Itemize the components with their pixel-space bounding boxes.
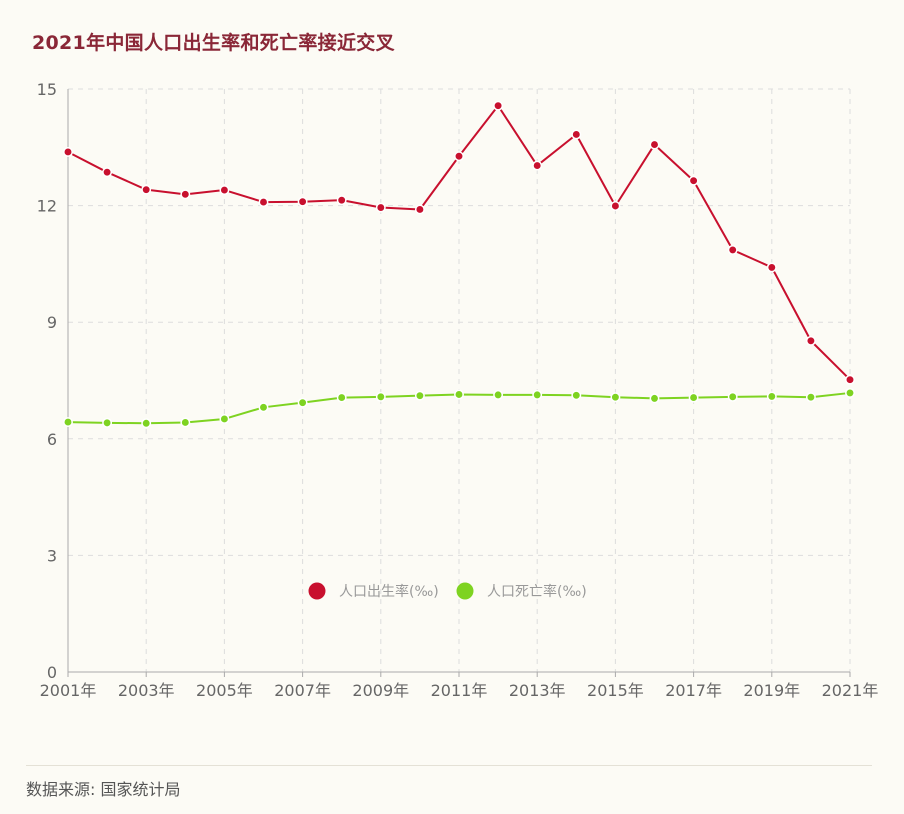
legend: 人口出生率(‰) 人口死亡率(‰) xyxy=(308,582,587,600)
x-tick-label: 2003年 xyxy=(118,681,175,700)
data-point[interactable] xyxy=(141,184,152,195)
data-point[interactable] xyxy=(454,151,464,162)
data-point[interactable] xyxy=(454,389,464,400)
x-tick-label: 2015年 xyxy=(587,681,644,700)
data-point[interactable] xyxy=(297,196,308,207)
data-point[interactable] xyxy=(766,391,777,402)
data-source: 数据来源: 国家统计局 xyxy=(26,780,181,799)
data-point[interactable] xyxy=(493,389,504,400)
data-point[interactable] xyxy=(375,391,386,402)
data-point[interactable] xyxy=(727,391,738,402)
y-tick-label: 12 xyxy=(37,197,57,216)
data-point[interactable] xyxy=(102,417,113,428)
data-point[interactable] xyxy=(649,393,660,404)
y-tick-label: 9 xyxy=(47,313,57,332)
legend-marker-1 xyxy=(308,582,326,600)
x-tick-label: 2005年 xyxy=(196,681,253,700)
x-tick-label: 2013年 xyxy=(509,681,566,700)
data-point[interactable] xyxy=(297,397,308,408)
data-point[interactable] xyxy=(63,147,73,157)
data-point[interactable] xyxy=(63,417,73,428)
data-point[interactable] xyxy=(727,244,738,255)
series-layer xyxy=(63,100,855,429)
x-tick-label: 2011年 xyxy=(431,681,488,700)
footer-divider xyxy=(26,765,872,766)
data-point[interactable] xyxy=(336,195,347,206)
data-point[interactable] xyxy=(258,402,269,413)
grid-layer xyxy=(68,88,851,672)
data-point[interactable] xyxy=(180,189,191,200)
y-tick-label: 3 xyxy=(47,546,57,565)
data-point[interactable] xyxy=(610,392,621,403)
data-point[interactable] xyxy=(688,392,699,403)
data-point[interactable] xyxy=(845,374,855,385)
data-point[interactable] xyxy=(649,139,660,150)
legend-label-1: 人口出生率(‰) xyxy=(339,583,439,600)
x-tick-label: 2021年 xyxy=(822,681,879,700)
data-point[interactable] xyxy=(493,100,504,111)
data-point[interactable] xyxy=(805,335,816,346)
x-tick-label: 2009年 xyxy=(352,681,409,700)
data-point[interactable] xyxy=(532,160,543,171)
data-point[interactable] xyxy=(336,392,347,403)
data-point[interactable] xyxy=(219,414,230,424)
data-point[interactable] xyxy=(141,418,152,429)
chart-title: 2021年中国人口出生率和死亡率接近交叉 xyxy=(32,32,395,54)
x-tick-label: 2019年 xyxy=(743,681,800,700)
data-point[interactable] xyxy=(610,201,621,211)
data-point[interactable] xyxy=(219,185,230,196)
y-tick-label: 15 xyxy=(37,80,57,99)
data-point[interactable] xyxy=(375,202,386,213)
data-point[interactable] xyxy=(805,392,816,403)
data-point[interactable] xyxy=(571,390,582,401)
data-point[interactable] xyxy=(571,129,582,140)
x-tick-label: 2001年 xyxy=(40,681,97,700)
x-tick-label: 2007年 xyxy=(274,681,331,700)
data-point[interactable] xyxy=(414,390,425,401)
legend-label-2: 人口死亡率(‰) xyxy=(487,583,587,600)
data-point[interactable] xyxy=(180,417,191,428)
data-point[interactable] xyxy=(102,167,113,178)
axis-layer: 0 3 6 9 12 15 2001年 2003年 2005年 2007年 2009年 2011年 20… xyxy=(37,80,879,700)
y-tick-label: 0 xyxy=(47,663,57,682)
data-point[interactable] xyxy=(414,204,425,215)
data-point[interactable] xyxy=(258,197,269,208)
y-tick-label: 6 xyxy=(47,430,57,449)
x-tick-label: 2017年 xyxy=(665,681,722,700)
legend-marker-2 xyxy=(456,582,474,600)
data-point[interactable] xyxy=(532,389,543,400)
data-point[interactable] xyxy=(766,262,777,273)
data-point[interactable] xyxy=(688,175,699,186)
data-point[interactable] xyxy=(845,387,855,398)
